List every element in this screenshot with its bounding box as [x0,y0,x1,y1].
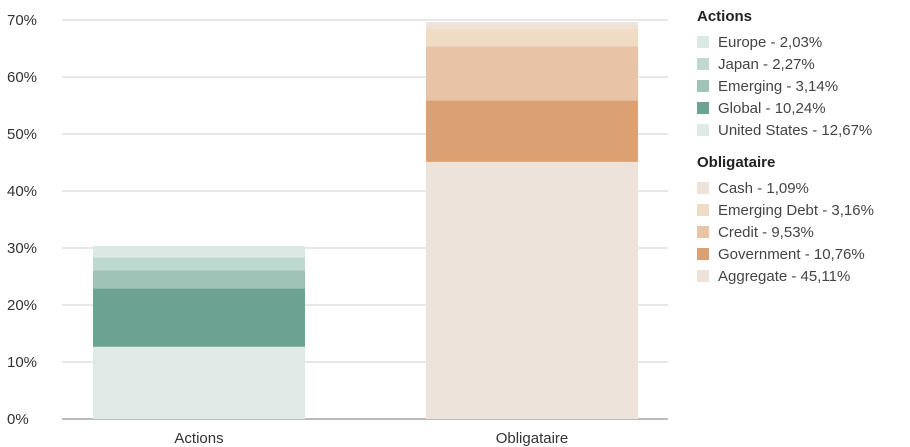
legend-item: United States - 12,67% [697,119,907,141]
legend-item: Japan - 2,27% [697,53,907,75]
y-tick-label: 20% [7,297,37,314]
legend-label: Government - 10,76% [718,245,865,263]
legend-swatch [697,124,709,136]
bar-segment-aggregate [426,161,638,420]
bar-segment-credit [426,46,638,101]
legend-label: Japan - 2,27% [718,55,815,73]
y-tick-label: 50% [7,126,37,143]
legend-swatch [697,204,709,216]
bar-segment-united-states [93,346,305,419]
legend-swatch [697,182,709,194]
y-tick-label: 30% [7,240,37,257]
legend-swatch [697,248,709,260]
legend-swatch [697,226,709,238]
legend-item: Emerging Debt - 3,16% [697,199,907,221]
legend-swatch [697,270,709,282]
legend-label: Europe - 2,03% [718,33,823,51]
bar-segment-europe [93,246,305,258]
x-category-label: Obligataire [496,430,569,447]
y-axis: 0% 10% 20% 30% 40% 50% 60% 70% [7,12,37,428]
bar-segment-emerging-debt [426,28,638,47]
legend-item: Global - 10,24% [697,97,907,119]
legend-item: Aggregate - 45,11% [697,265,907,287]
bar-segment-emerging [93,270,305,289]
x-category-label: Actions [174,430,223,447]
legend-swatch [697,80,709,92]
legend-label: Emerging - 3,14% [718,77,839,95]
bar-segment-japan [93,257,305,271]
legend-label: Credit - 9,53% [718,223,814,241]
y-tick-label: 60% [7,69,37,86]
bar-segment-government [426,100,638,162]
bar-segment-cash [426,21,638,29]
y-tick-label: 10% [7,354,37,371]
legend-group: Obligataire Cash - 1,09% Emerging Debt - 3… [697,152,907,287]
stacked-bar-chart: 0% 10% 20% 30% 40% 50% 60% 70% Actions Obligatai… [7,12,668,447]
x-axis: Actions Obligataire [174,430,568,447]
legend-item: Europe - 2,03% [697,31,907,53]
legend-swatch [697,58,709,70]
y-tick-label: 40% [7,183,37,200]
legend-item: Emerging - 3,14% [697,75,907,97]
legend-label: Global - 10,24% [718,99,826,117]
legend-item: Credit - 9,53% [697,221,907,243]
legend-group-title: Actions [697,8,753,25]
legend-item: Cash - 1,09% [697,177,907,199]
y-tick-label: 0% [7,411,29,428]
bar-segment-global [93,288,305,347]
y-tick-label: 70% [7,12,37,29]
legend-swatch [697,36,709,48]
legend-label: United States - 12,67% [718,121,873,139]
legend-label: Emerging Debt - 3,16% [718,201,874,219]
legend-item: Government - 10,76% [697,243,907,265]
legend-group-title: Obligataire [697,154,776,171]
legend-group: Actions Europe - 2,03% Japan - 2,27% Emergi… [697,6,907,141]
legend-label: Cash - 1,09% [718,179,809,197]
bar-stacks [93,21,638,420]
legend: Actions Europe - 2,03% Japan - 2,27% Emergi… [697,6,907,298]
legend-label: Aggregate - 45,11% [718,267,851,285]
legend-swatch [697,102,709,114]
